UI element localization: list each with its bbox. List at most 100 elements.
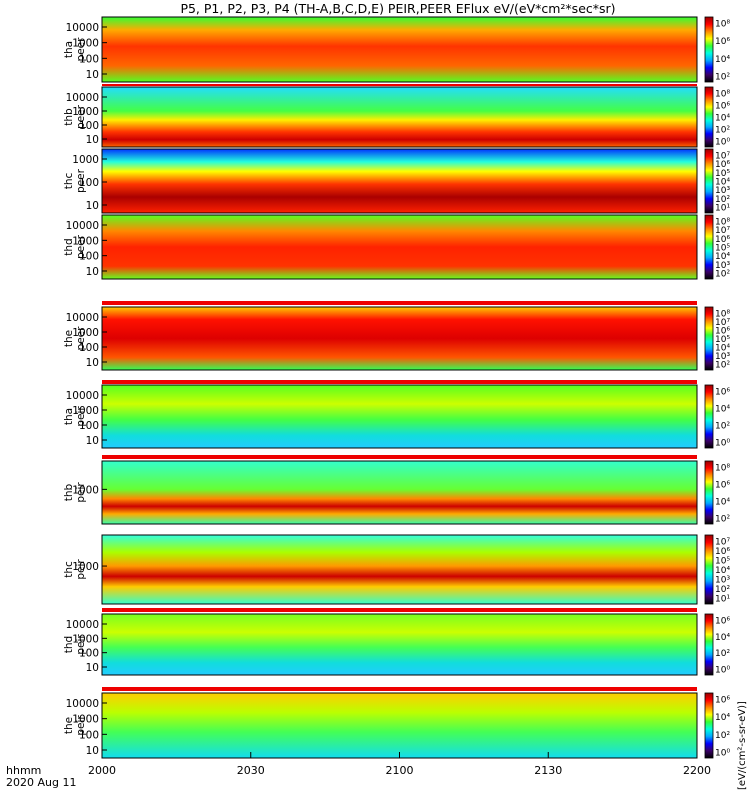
y-tick-label: 100 [79,342,99,354]
colorbar-tick-label: 10⁸ [715,464,730,474]
colorbar-tick-label: 10⁴ [715,55,730,65]
y-tick-label: 10 [86,200,99,212]
colorbar-tick-label: 10⁴ [715,405,730,415]
colorbar-tick-label: 10⁷ [715,538,730,548]
colorbar-tick-label: 10⁰ [715,439,730,449]
y-label-probe: tha [63,41,75,58]
y-tick-label: 10000 [66,698,99,710]
colorbar-tick-label: 10² [715,361,730,371]
y-label-species: peir [75,482,87,503]
spectrogram-area [101,460,698,525]
colorbar [704,16,714,83]
spectrogram-area [101,16,698,83]
panel-the-peer: 10000 1000 100 10 the peer 10⁸10⁷10⁶10⁵10⁴10³1… [63,306,730,371]
colorbar [704,692,714,759]
colorbar [704,214,714,280]
y-tick-label: 100 [79,120,99,132]
colorbar-tick-label: 10⁵ [715,557,730,567]
colorbar-tick-label: 10⁶ [715,37,730,47]
panel-thb-peer: 10000 1000 100 10 thb peer 10⁸ 10⁶ 10⁴ 10² 10⁰ [63,86,730,148]
panel-tha-peer: 10000 1000 100 10 tha peer 10⁸ 10⁶ 10⁴ 10² [63,16,730,83]
y-tick-label: 10 [86,134,99,146]
y-tick-label: 10 [86,69,99,81]
x-axis: 2000 2030 2100 2130 2200 [88,752,711,777]
colorbar-tick-label: 10⁶ [715,327,730,337]
colorbar-tick-label: 10⁶ [715,696,730,706]
colorbar-tick-label: 10⁷ [715,318,730,328]
spectrogram-area [101,148,698,214]
colorbar-tick-label: 10⁴ [715,713,730,723]
y-tick-label: 100 [79,251,99,263]
y-tick-label: 1000 [72,561,99,573]
x-tick-label: 2130 [534,764,562,777]
panel-thd-peer: 10000 1000 100 10 thd peer 10⁸10⁷10⁶10⁵10⁴10³1… [63,214,730,280]
colorbar-tick-label: 10² [715,585,730,595]
x-axis-label-line1: hhmm [6,764,41,777]
colorbar-tick-label: 10⁰ [715,666,730,676]
separator-band [102,455,697,459]
colorbar-tick-label: 10⁵ [715,335,730,345]
spectrogram-area [101,692,698,759]
separator-band [102,84,697,86]
y-tick-label: 1000 [72,154,99,166]
colorbar-tick-label: 10¹ [715,595,730,605]
y-label-species: peer [75,234,87,259]
y-tick-label: 1000 [72,484,99,496]
colorbar-tick-label: 10⁴ [715,566,730,576]
colorbar-tick-label: 10² [715,126,730,136]
panel-tha-peir: 10000 1000 100 10 tha peir 10⁶ 10⁴ 10² 10⁰ [63,384,730,449]
colorbar-tick-label: 10⁶ [715,160,730,170]
spectrogram-area [101,306,698,371]
colorbar-tick-label: 10⁸ [715,218,730,228]
y-label-probe: thb [63,108,75,126]
y-label-species: peir [75,406,87,427]
y-label-probe: the [63,717,75,734]
separator-band [102,301,697,305]
colorbar [704,384,714,449]
y-tick-label: 10000 [66,22,99,34]
colorbar-tick-label: 10⁴ [715,252,730,262]
y-tick-label: 100 [79,648,99,660]
chart-title: P5, P1, P2, P3, P4 (TH-A,B,C,D,E) PEIR,P… [180,1,615,16]
spectrogram-area [101,534,698,605]
colorbar-tick-label: 10⁵ [715,169,730,179]
separator-band [102,687,697,691]
y-tick-label: 10 [86,662,99,674]
colorbar-tick-label: 10⁰ [715,138,730,148]
y-tick-label: 100 [79,177,99,189]
colorbar-tick-label: 10⁴ [715,633,730,643]
colorbar-tick-label: 10³ [715,576,730,586]
spectrogram-area [101,86,698,148]
x-tick-label: 2000 [88,764,116,777]
colorbar-tick-label: 10² [715,731,730,741]
colorbar-tick-label: 10⁷ [715,226,730,236]
x-tick-label: 2200 [683,764,711,777]
y-label-probe: thd [63,238,75,255]
separator-band [102,608,697,612]
colorbar [704,148,714,214]
y-tick-label: 10 [86,357,99,369]
y-tick-label: 10000 [66,312,99,324]
colorbar-tick-label: 10² [715,515,730,525]
colorbar-tick-label: 10⁵ [715,244,730,254]
colorbar-label: [eV/(cm²-s-sr-eV)] [737,701,748,790]
colorbar-tick-label: 10² [715,270,730,280]
y-tick-label: 1000 [72,714,99,726]
colorbar-tick-label: 10⁸ [715,310,730,320]
colorbar [704,86,714,148]
colorbar-tick-label: 10⁶ [715,547,730,557]
colorbar-tick-label: 10² [715,649,730,659]
colorbar [704,534,714,605]
colorbar-tick-label: 10⁸ [715,90,730,100]
x-axis-label-line2: 2020 Aug 11 [6,776,76,789]
colorbar-tick-label: 10⁴ [715,178,730,188]
y-label-probe: the [63,330,75,347]
y-tick-label: 10000 [66,619,99,631]
colorbar-tick-label: 10² [715,195,730,205]
y-tick-label: 100 [79,420,99,432]
